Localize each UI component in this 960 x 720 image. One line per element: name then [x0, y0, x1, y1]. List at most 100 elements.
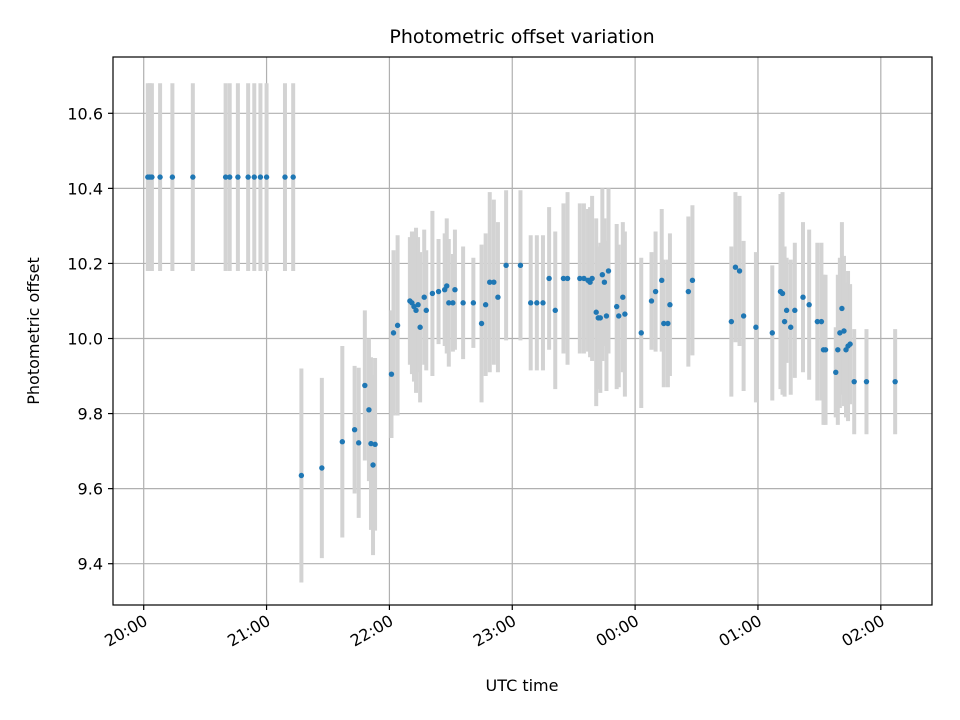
data-point — [190, 174, 196, 180]
data-point — [564, 275, 571, 282]
data-point — [245, 174, 251, 180]
data-point — [792, 307, 798, 314]
data-point — [351, 427, 358, 433]
data-point — [839, 305, 845, 312]
data-point — [362, 382, 368, 389]
data-point — [685, 288, 692, 295]
data-point — [814, 318, 821, 325]
data-point — [435, 288, 442, 295]
data-point — [616, 313, 622, 319]
data-point — [788, 324, 794, 330]
data-point — [388, 371, 395, 377]
data-point — [665, 320, 671, 327]
data-point — [263, 174, 270, 180]
data-point — [446, 300, 452, 306]
data-point — [227, 174, 233, 180]
data-point — [298, 472, 305, 479]
x-tick-label: 01:00 — [716, 611, 765, 651]
data-point — [593, 309, 599, 315]
data-point — [622, 311, 628, 317]
data-point — [157, 174, 163, 180]
x-tick-label: 00:00 — [593, 611, 642, 651]
data-point — [552, 307, 558, 314]
data-point — [603, 313, 610, 319]
data-point — [620, 294, 626, 300]
data-point — [652, 288, 659, 295]
data-point — [251, 174, 257, 180]
plot-frame — [112, 56, 933, 606]
data-point — [540, 300, 546, 306]
data-point — [638, 330, 644, 336]
data-point — [605, 268, 612, 274]
data-point — [581, 275, 587, 282]
x-tick-label: 20:00 — [101, 611, 150, 651]
data-point — [728, 318, 735, 325]
data-point — [503, 262, 509, 269]
data-point — [282, 174, 288, 180]
data-point — [806, 302, 812, 308]
data-point — [534, 300, 540, 306]
data-point — [833, 369, 839, 375]
data-point — [577, 275, 583, 282]
y-axis: 9.4 9.6 9.8 10.0 10.2 10.4 10.6 — [67, 104, 113, 574]
data-point — [235, 174, 241, 180]
x-axis: 20:00 21:00 22:00 23:00 00:00 01:00 02:00 — [101, 605, 888, 651]
data-point — [487, 279, 493, 285]
data-point — [546, 275, 552, 282]
data-point — [417, 324, 423, 330]
data-point — [366, 407, 372, 413]
data-point — [478, 320, 485, 327]
error-bars — [145, 83, 898, 583]
data-point — [222, 174, 229, 180]
data-point — [863, 378, 870, 385]
data-point — [781, 318, 788, 325]
data-point — [450, 300, 456, 306]
data-point — [390, 330, 397, 336]
y-tick-label: 9.8 — [78, 405, 103, 424]
data-point — [689, 277, 696, 284]
data-point — [753, 324, 759, 330]
data-point — [841, 328, 847, 334]
data-point — [415, 302, 421, 308]
data-point — [613, 303, 620, 310]
data-point — [779, 290, 786, 297]
data-point — [822, 347, 829, 353]
data-point — [394, 322, 401, 329]
data-points — [145, 174, 898, 479]
data-point — [495, 294, 501, 300]
data-point — [783, 307, 790, 314]
data-point — [421, 294, 427, 300]
data-point — [847, 341, 853, 347]
data-point — [597, 315, 604, 321]
data-point — [837, 330, 843, 336]
data-point — [319, 465, 325, 471]
data-point — [736, 268, 743, 274]
data-point — [517, 262, 524, 269]
y-tick-label: 9.6 — [78, 480, 103, 499]
data-point — [491, 279, 497, 285]
data-point — [149, 174, 155, 180]
data-point — [444, 283, 450, 289]
data-point — [429, 290, 436, 297]
data-point — [413, 307, 419, 314]
data-point — [368, 440, 374, 447]
x-tick-label: 21:00 — [224, 611, 273, 651]
data-point — [169, 174, 176, 180]
y-tick-label: 10.4 — [67, 179, 103, 198]
data-point — [460, 300, 466, 306]
data-point — [370, 462, 376, 468]
data-point — [732, 264, 739, 270]
y-tick-label: 10.2 — [67, 254, 103, 273]
data-point — [372, 441, 378, 448]
x-tick-label: 22:00 — [347, 611, 396, 651]
y-tick-label: 9.4 — [78, 555, 103, 574]
data-point — [659, 277, 665, 284]
x-tick-label: 02:00 — [838, 611, 887, 651]
data-point — [769, 330, 775, 336]
data-point — [560, 275, 567, 282]
data-point — [452, 287, 458, 293]
data-point — [892, 378, 898, 385]
data-point — [257, 174, 264, 180]
data-point — [527, 300, 534, 306]
